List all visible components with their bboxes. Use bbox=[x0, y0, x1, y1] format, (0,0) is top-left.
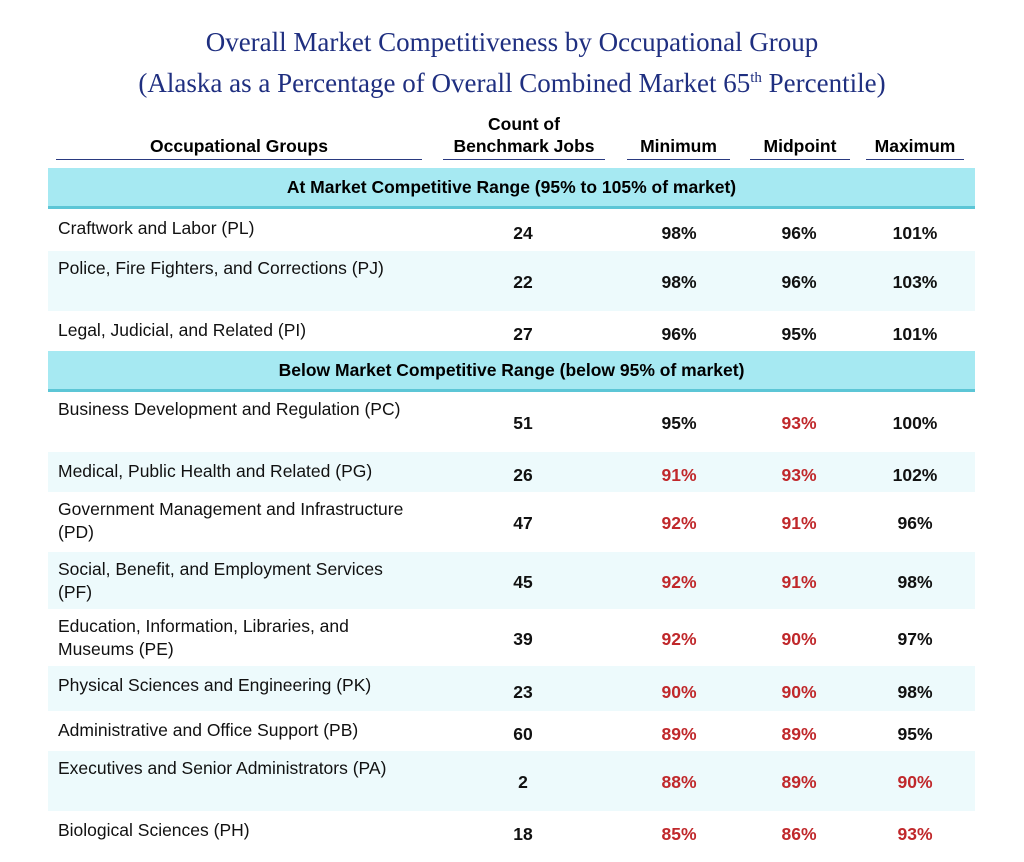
mid-value: 89% bbox=[781, 724, 817, 744]
min-value: 98% bbox=[661, 223, 697, 243]
min-value: 92% bbox=[661, 628, 697, 649]
header-count-line1: Count of bbox=[488, 114, 560, 134]
header-count: Count of Benchmark Jobs bbox=[443, 113, 605, 160]
table-row: Education, Information, Libraries, and M… bbox=[48, 609, 975, 666]
max-value: 93% bbox=[897, 824, 933, 844]
count-value: 26 bbox=[513, 465, 533, 485]
max-value: 98% bbox=[897, 571, 933, 592]
count-value: 39 bbox=[513, 628, 533, 649]
count-value: 51 bbox=[513, 413, 533, 433]
table-row: Administrative and Office Support (PB) 60… bbox=[48, 711, 975, 751]
page-title: Overall Market Competitiveness by Occupa… bbox=[0, 24, 1024, 101]
min-value: 88% bbox=[661, 772, 697, 792]
section-header: Below Market Competitive Range (below 95… bbox=[48, 351, 975, 392]
max-value: 102% bbox=[892, 465, 938, 485]
min-value: 92% bbox=[661, 513, 697, 533]
table-row: Social, Benefit, and Employment Services… bbox=[48, 552, 975, 609]
max-value: 96% bbox=[897, 513, 933, 533]
mid-value: 93% bbox=[781, 465, 817, 485]
mid-value: 90% bbox=[781, 628, 817, 649]
table-row: Craftwork and Labor (PL) 24 98% 96% 101% bbox=[48, 209, 975, 251]
header-occupational-groups: Occupational Groups bbox=[56, 135, 422, 160]
min-value: 95% bbox=[661, 413, 697, 433]
mid-value: 96% bbox=[781, 223, 817, 243]
mid-value: 96% bbox=[781, 272, 817, 292]
header-minimum: Minimum bbox=[627, 135, 730, 160]
max-value: 90% bbox=[897, 772, 933, 792]
min-value: 91% bbox=[661, 465, 697, 485]
title-superscript: th bbox=[750, 70, 762, 86]
mid-value: 91% bbox=[781, 571, 817, 592]
title-line-2-end: Percentile) bbox=[761, 68, 886, 98]
occupational-group: Physical Sciences and Engineering (PK) bbox=[58, 675, 372, 695]
count-value: 24 bbox=[513, 223, 533, 243]
occupational-group: Medical, Public Health and Related (PG) bbox=[58, 461, 373, 481]
max-value: 103% bbox=[892, 272, 938, 292]
min-value: 85% bbox=[661, 824, 697, 844]
competitiveness-table: At Market Competitive Range (95% to 105%… bbox=[48, 168, 975, 851]
header-count-line2: Benchmark Jobs bbox=[453, 136, 595, 156]
max-value: 101% bbox=[892, 223, 938, 243]
count-value: 22 bbox=[513, 272, 533, 292]
min-value: 96% bbox=[661, 324, 697, 344]
title-line-1: Overall Market Competitiveness by Occupa… bbox=[205, 27, 819, 57]
table-row: Government Management and Infrastructure… bbox=[48, 492, 975, 552]
table-row: Biological Sciences (PH) 18 85% 86% 93% bbox=[48, 811, 975, 851]
table-row: Legal, Judicial, and Related (PI) 27 96% 95… bbox=[48, 311, 975, 351]
occupational-group: Education, Information, Libraries, and M… bbox=[58, 616, 349, 659]
mid-value: 89% bbox=[781, 772, 817, 792]
count-value: 47 bbox=[513, 513, 533, 533]
occupational-group: Police, Fire Fighters, and Corrections (… bbox=[58, 258, 384, 278]
section-header: At Market Competitive Range (95% to 105%… bbox=[48, 168, 975, 209]
table-row: Medical, Public Health and Related (PG) 2… bbox=[48, 452, 975, 492]
occupational-group: Social, Benefit, and Employment Services… bbox=[58, 559, 383, 602]
mid-value: 95% bbox=[781, 324, 817, 344]
count-value: 18 bbox=[513, 824, 533, 844]
count-value: 45 bbox=[513, 571, 533, 592]
mid-value: 86% bbox=[781, 824, 817, 844]
header-maximum: Maximum bbox=[866, 135, 964, 160]
table-row: Executives and Senior Administrators (PA… bbox=[48, 751, 975, 811]
occupational-group: Executives and Senior Administrators (PA… bbox=[58, 758, 387, 778]
mid-value: 93% bbox=[781, 413, 817, 433]
max-value: 97% bbox=[897, 628, 933, 649]
min-value: 92% bbox=[661, 571, 697, 592]
mid-value: 90% bbox=[781, 681, 817, 702]
min-value: 89% bbox=[661, 724, 697, 744]
count-value: 27 bbox=[513, 324, 533, 344]
occupational-group: Biological Sciences (PH) bbox=[58, 820, 250, 840]
header-midpoint: Midpoint bbox=[750, 135, 850, 160]
occupational-group: Government Management and Infrastructure… bbox=[58, 499, 404, 542]
occupational-group: Craftwork and Labor (PL) bbox=[58, 218, 255, 238]
max-value: 101% bbox=[892, 324, 938, 344]
occupational-group: Administrative and Office Support (PB) bbox=[58, 720, 359, 740]
table-row: Business Development and Regulation (PC)… bbox=[48, 392, 975, 452]
max-value: 95% bbox=[897, 724, 933, 744]
count-value: 2 bbox=[518, 772, 528, 792]
title-line-2-text: (Alaska as a Percentage of Overall Combi… bbox=[138, 68, 751, 98]
count-value: 23 bbox=[513, 681, 533, 702]
mid-value: 91% bbox=[781, 513, 817, 533]
table-row: Physical Sciences and Engineering (PK) 23… bbox=[48, 666, 975, 711]
title-line-2: (Alaska as a Percentage of Overall Combi… bbox=[0, 60, 1024, 101]
max-value: 100% bbox=[892, 413, 938, 433]
occupational-group: Business Development and Regulation (PC) bbox=[58, 399, 401, 419]
occupational-group: Legal, Judicial, and Related (PI) bbox=[58, 320, 307, 340]
count-value: 60 bbox=[513, 724, 533, 744]
table-row: Police, Fire Fighters, and Corrections (… bbox=[48, 251, 975, 311]
max-value: 98% bbox=[897, 681, 933, 702]
min-value: 90% bbox=[661, 681, 697, 702]
min-value: 98% bbox=[661, 272, 697, 292]
